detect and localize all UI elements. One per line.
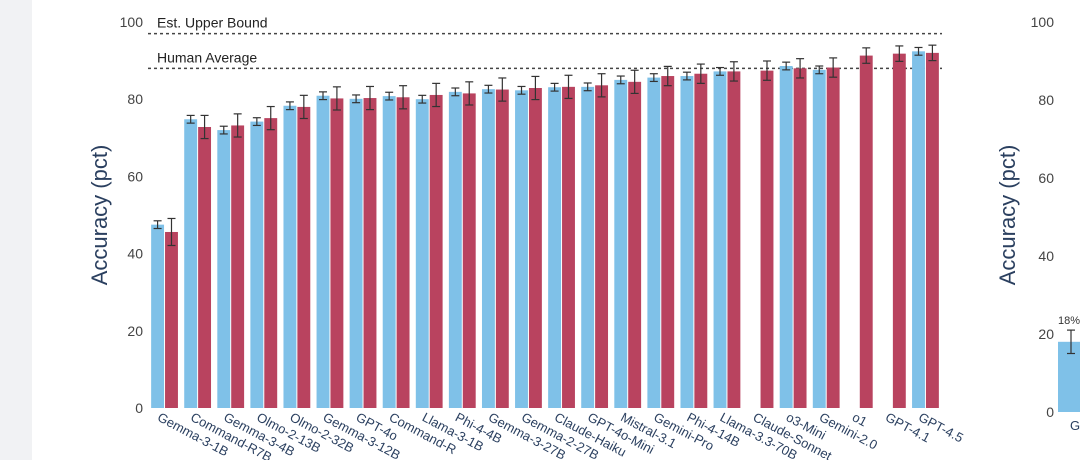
reference-line-label: Human Average [157, 49, 257, 65]
bar-series-1-Gemma-2-27B [515, 90, 528, 409]
bar-series-2-Phi-4-4B [462, 93, 476, 408]
reference-line-label: Est. Upper Bound [157, 15, 268, 31]
bar-series-2-Gemini-Pro [661, 76, 675, 408]
bar-series-2-Gemma-3-27B [495, 89, 509, 409]
second-chart-y-tick-label: 80 [1038, 92, 1054, 108]
bar-series-2-GPT-4.5 [925, 52, 939, 408]
second-chart-y-tick-label: 0 [1046, 404, 1054, 420]
y-axis-title: Accuracy (pct) [87, 145, 112, 286]
bar-series-1-GPT-4o-Mini [581, 86, 595, 409]
second-chart-y-tick-label: 20 [1038, 326, 1054, 342]
second-chart-y-tick-label: 40 [1038, 248, 1054, 264]
bar-series-2-Gemma-3-12B [330, 98, 344, 408]
y-tick-label: 0 [135, 400, 143, 416]
second-chart-data-label: 18% [1058, 315, 1080, 327]
bar-series-1-Mistral-3.1 [614, 79, 628, 409]
bar-series-1-Command-R7B [184, 119, 198, 408]
bar-series-1-Llama-3.3-70B [713, 71, 727, 409]
bar-series-1-Gemma-3-12B [316, 95, 330, 408]
bar-series-1-Phi-4-4B [448, 91, 462, 408]
bar-series-2-Olmo-2-32B [297, 106, 311, 409]
y-tick-label: 60 [127, 168, 143, 184]
bar-series-2-o3-Mini [793, 68, 807, 408]
left-margin-strip [0, 0, 32, 460]
bar-series-2-Gemini-2.0 [826, 67, 840, 408]
second-chart-y-axis-title: Accuracy (pct) [995, 145, 1020, 286]
bar-series-1-Claude-Haiku [548, 87, 562, 408]
bar-series-1-Gemini-2.0 [812, 69, 826, 408]
bar-series-2-Mistral-3.1 [628, 81, 642, 408]
bar-series-2-o1 [859, 55, 873, 408]
bar-series-1-Gemma-3-4B [217, 130, 231, 408]
second-chart-y-tick-label: 60 [1038, 170, 1054, 186]
x-tick-label: o1 [850, 409, 870, 429]
bar-series-1-Olmo-2-32B [283, 105, 297, 409]
bar-series-1-GPT-4o [349, 98, 363, 409]
y-tick-label: 100 [120, 14, 144, 30]
bar-series-2-GPT-4.1 [892, 53, 906, 408]
bar-series-2-Llama-3-1B [429, 94, 443, 408]
second-chart-bar [1058, 341, 1080, 412]
bar-series-1-o3-Mini [779, 66, 793, 408]
bar-series-2-Command-R7B [198, 126, 212, 408]
bar-series-2-Claude-Haiku [562, 86, 575, 409]
y-tick-label: 40 [127, 246, 143, 262]
bar-series-1-Gemma-3-27B [481, 89, 495, 408]
y-tick-label: 20 [127, 323, 143, 339]
bar-series-1-Gemini-Pro [647, 77, 661, 409]
bar-series-2-Command-R [396, 97, 410, 409]
bar-series-2-Olmo-2-13B [264, 118, 278, 408]
bar-series-2-Gemma-2-27B [528, 88, 542, 409]
bar-series-1-Llama-3-1B [415, 99, 429, 408]
bar-series-1-Command-R [382, 96, 396, 408]
bar-series-2-Claude-Sonnet [760, 70, 774, 409]
bar-series-1-GPT-4.5 [912, 51, 925, 408]
bar-series-2-GPT-4o-Mini [595, 85, 609, 408]
bar-series-2-Phi-4-14B [694, 73, 708, 408]
bar-series-2-GPT-4o [363, 98, 377, 409]
bar-series-1-Olmo-2-13B [250, 121, 264, 408]
bar-series-2-Gemma-3-1B [165, 231, 178, 408]
bar-series-1-Phi-4-14B [680, 76, 694, 408]
second-chart-x-tick-label: G [1070, 418, 1080, 433]
second-chart-y-tick-label: 100 [1031, 14, 1055, 30]
bar-series-2-Gemma-3-4B [231, 125, 245, 408]
bar-series-1-Gemma-3-1B [151, 224, 165, 408]
y-tick-label: 80 [127, 91, 143, 107]
bar-series-2-Llama-3.3-70B [727, 71, 741, 409]
